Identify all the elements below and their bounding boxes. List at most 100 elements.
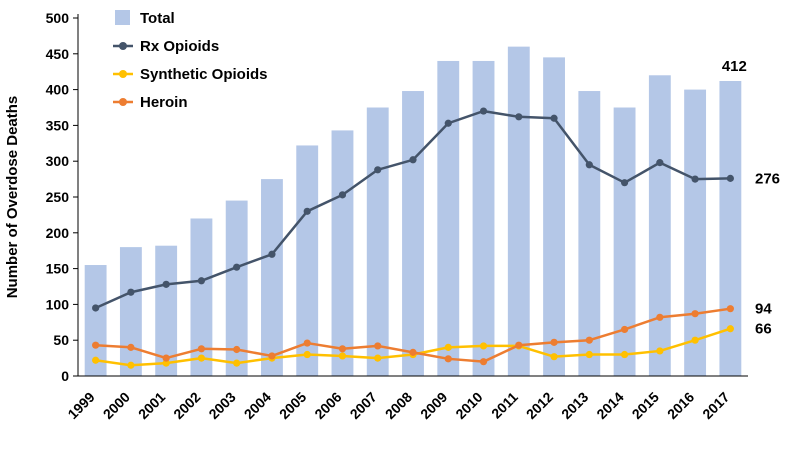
legend-label-synthetic-opioids: Synthetic Opioids	[140, 66, 268, 83]
legend-item-heroin: Heroin	[113, 94, 188, 111]
legend-item-synthetic-opioids: Synthetic Opioids	[113, 66, 268, 83]
data-point	[374, 354, 382, 362]
legend-item-total: Total	[115, 10, 175, 27]
bar-2010	[472, 60, 495, 377]
line-series-heroin	[92, 305, 734, 366]
data-point	[620, 325, 629, 334]
legend-label-total: Total	[140, 10, 175, 27]
data-point	[162, 280, 170, 288]
data-point	[197, 345, 206, 353]
legend-swatch-total	[115, 10, 130, 25]
data-point	[374, 342, 382, 350]
data-point	[656, 159, 664, 167]
bar-2001	[155, 245, 178, 376]
x-tick-label-2002: 2002	[170, 389, 203, 422]
bar-2007	[366, 107, 389, 376]
data-point	[515, 341, 523, 349]
x-tick-label-2014: 2014	[593, 389, 626, 422]
annotations: 412 276 94 66	[722, 58, 780, 338]
legend-label-rx-opioids: Rx Opioids	[140, 38, 219, 55]
y-tick-label: 400	[46, 82, 70, 98]
x-tick-label-1999: 1999	[64, 389, 97, 422]
x-tick-label-2017: 2017	[699, 389, 732, 422]
y-tick-label: 0	[61, 368, 69, 384]
bar-2009	[437, 60, 460, 377]
x-tick-label-2011: 2011	[488, 389, 521, 422]
data-point	[162, 354, 170, 362]
legend-marker-synthetic-opioids	[119, 70, 127, 78]
legend-item-rx-opioids: Rx Opioids	[113, 38, 219, 55]
data-point	[303, 339, 311, 347]
data-point	[726, 305, 734, 313]
data-point	[197, 354, 206, 362]
data-point	[620, 179, 629, 187]
data-point	[726, 325, 734, 333]
bar-2006	[331, 130, 354, 376]
bar-2017	[719, 81, 742, 377]
bar-2012	[543, 57, 565, 376]
x-tick-label-2010: 2010	[452, 389, 485, 422]
x-tick-label-2013: 2013	[558, 389, 591, 422]
data-point	[127, 288, 135, 296]
data-point	[233, 263, 241, 271]
data-point	[197, 277, 206, 285]
data-point	[268, 352, 276, 360]
y-tick-label: 300	[46, 153, 70, 169]
x-tick-label-2016: 2016	[664, 389, 697, 422]
bar-2002	[190, 218, 213, 376]
data-point	[585, 350, 593, 359]
x-tick-label-2005: 2005	[276, 389, 309, 422]
data-point	[585, 161, 593, 169]
bar-2013	[578, 91, 601, 377]
x-tick-label-2003: 2003	[205, 389, 238, 422]
annotation-total: 412	[722, 58, 747, 75]
data-point	[338, 352, 347, 360]
data-point	[409, 348, 417, 356]
data-point	[691, 175, 699, 183]
y-tick-label: 100	[46, 296, 70, 312]
x-tick-label-2006: 2006	[311, 389, 344, 422]
bar-2008	[402, 91, 424, 377]
data-point	[515, 113, 523, 121]
data-point	[726, 174, 734, 182]
data-point	[620, 350, 629, 359]
data-point	[691, 310, 699, 318]
bar-2005	[296, 145, 319, 376]
x-tick-label-2008: 2008	[382, 389, 415, 422]
data-point	[162, 359, 170, 367]
data-point	[550, 353, 558, 361]
data-point	[691, 336, 699, 344]
x-tick-label-2004: 2004	[241, 389, 274, 422]
data-point	[550, 114, 558, 122]
y-tick-label: 50	[53, 332, 69, 348]
data-point	[585, 336, 593, 344]
y-tick-label: 250	[46, 189, 70, 205]
data-point	[338, 345, 347, 353]
y-tick-label: 500	[46, 10, 70, 26]
bar-2014	[613, 107, 636, 376]
bar-2011	[507, 46, 530, 376]
x-tick-label-2012: 2012	[523, 389, 556, 422]
data-point	[127, 361, 135, 369]
bar-2015	[648, 75, 671, 376]
x-tick-label-2009: 2009	[417, 389, 450, 422]
data-point	[444, 355, 452, 363]
bar-1999	[84, 265, 107, 376]
bar-2000	[119, 247, 142, 376]
data-point	[409, 156, 417, 164]
annotation-synthetic-opioids: 66	[755, 321, 772, 338]
data-point	[268, 250, 276, 258]
x-tick-label-2015: 2015	[629, 389, 662, 422]
bar-2016	[684, 89, 707, 376]
data-point	[374, 166, 382, 174]
y-tick-label: 450	[46, 46, 70, 62]
legend-marker-heroin	[119, 98, 127, 106]
annotation-rx-opioids: 276	[755, 170, 780, 187]
data-point	[656, 347, 664, 355]
data-point	[92, 341, 100, 349]
data-point	[338, 191, 347, 199]
y-axis-title: Number of Overdose Deaths	[4, 96, 21, 299]
data-point	[479, 107, 488, 115]
data-point	[303, 207, 311, 215]
